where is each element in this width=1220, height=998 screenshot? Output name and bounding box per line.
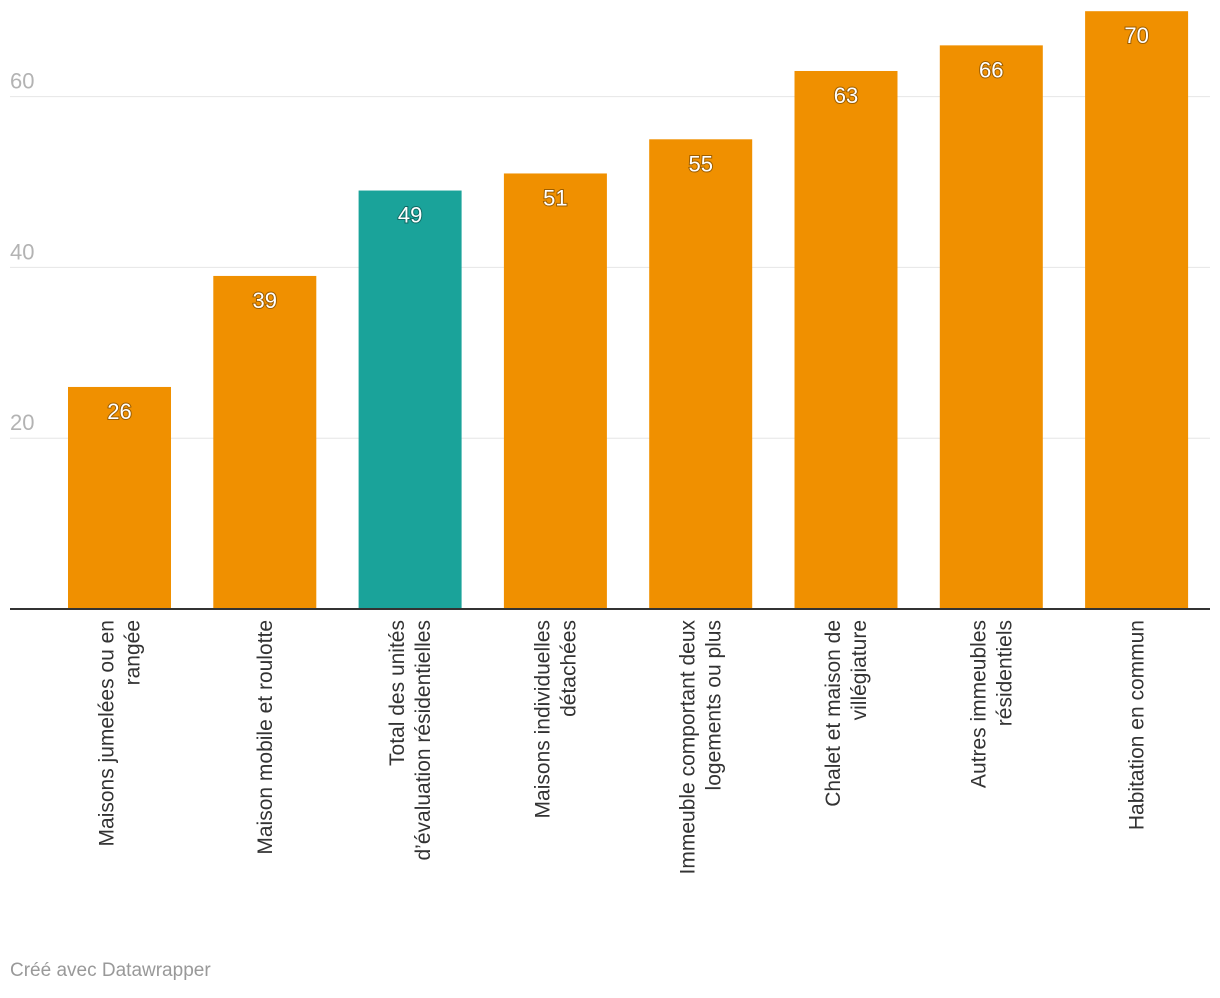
x-tick-label-line: d’évaluation résidentielles	[412, 620, 435, 861]
x-tick-label-line: villégiature	[848, 620, 871, 720]
y-tick-label: 40	[10, 239, 34, 264]
x-tick-label-line: rangée	[122, 620, 145, 685]
bar-value-label: 70	[1124, 23, 1148, 48]
x-tick-label: Chalet et maison de villégiature	[822, 620, 871, 807]
x-tick-label-line: logements ou plus	[703, 620, 726, 790]
x-tick-label-line: Maison mobile et roulotte	[254, 620, 277, 855]
bar	[358, 190, 462, 610]
bar	[1085, 11, 1189, 609]
x-tick-label-line: Maisons individuelles	[531, 620, 554, 818]
bars	[68, 11, 1189, 610]
bar-value-labels: 26 39 49 51 55 63 66 70	[106, 22, 1150, 425]
x-tick-label-line: Immeuble comportant deux	[677, 620, 700, 875]
bar	[503, 173, 607, 609]
bar-value-label: 51	[543, 185, 567, 210]
bar-value-label: 55	[688, 151, 712, 176]
x-tick-label: Maisons jumelées ou en rangée	[96, 620, 145, 846]
bar	[794, 70, 898, 610]
x-tick-label-line: Maisons jumelées ou en	[96, 620, 119, 846]
x-tick-label-line: Total des unités	[386, 620, 409, 766]
x-tick-label-line: Autres immeubles	[967, 620, 990, 788]
x-tick-label-line: détachées	[557, 620, 580, 717]
bar-value-label: 26	[107, 399, 131, 424]
y-tick-label: 20	[10, 410, 34, 435]
bar	[939, 45, 1043, 610]
x-tick-label-line: Chalet et maison de	[822, 620, 845, 807]
x-tick-label: Maison mobile et roulotte	[254, 620, 277, 855]
x-axis-labels: Maisons jumelées ou en rangée Maison mobil…	[96, 620, 1149, 875]
x-tick-label-line: résidentiels	[993, 620, 1016, 726]
bar-value-label: 49	[398, 203, 422, 228]
bar	[213, 275, 317, 609]
x-tick-label: Maisons individuelles détachées	[531, 620, 580, 818]
x-tick-label-line: Habitation en commun	[1126, 620, 1149, 830]
y-tick-label: 60	[10, 69, 34, 94]
bar	[649, 139, 753, 610]
x-tick-label: Immeuble comportant deux logements ou plu…	[677, 620, 726, 875]
x-tick-label: Autres immeubles résidentiels	[967, 620, 1016, 788]
bar-value-label: 39	[253, 288, 277, 313]
bar-value-label: 63	[834, 83, 858, 108]
x-tick-label: Total des unités d’évaluation résidentiel…	[386, 620, 435, 861]
bar-value-label: 66	[979, 57, 1003, 82]
credit-text: Créé avec Datawrapper	[10, 960, 211, 981]
bar	[68, 386, 171, 609]
x-tick-label: Habitation en commun	[1126, 620, 1149, 830]
